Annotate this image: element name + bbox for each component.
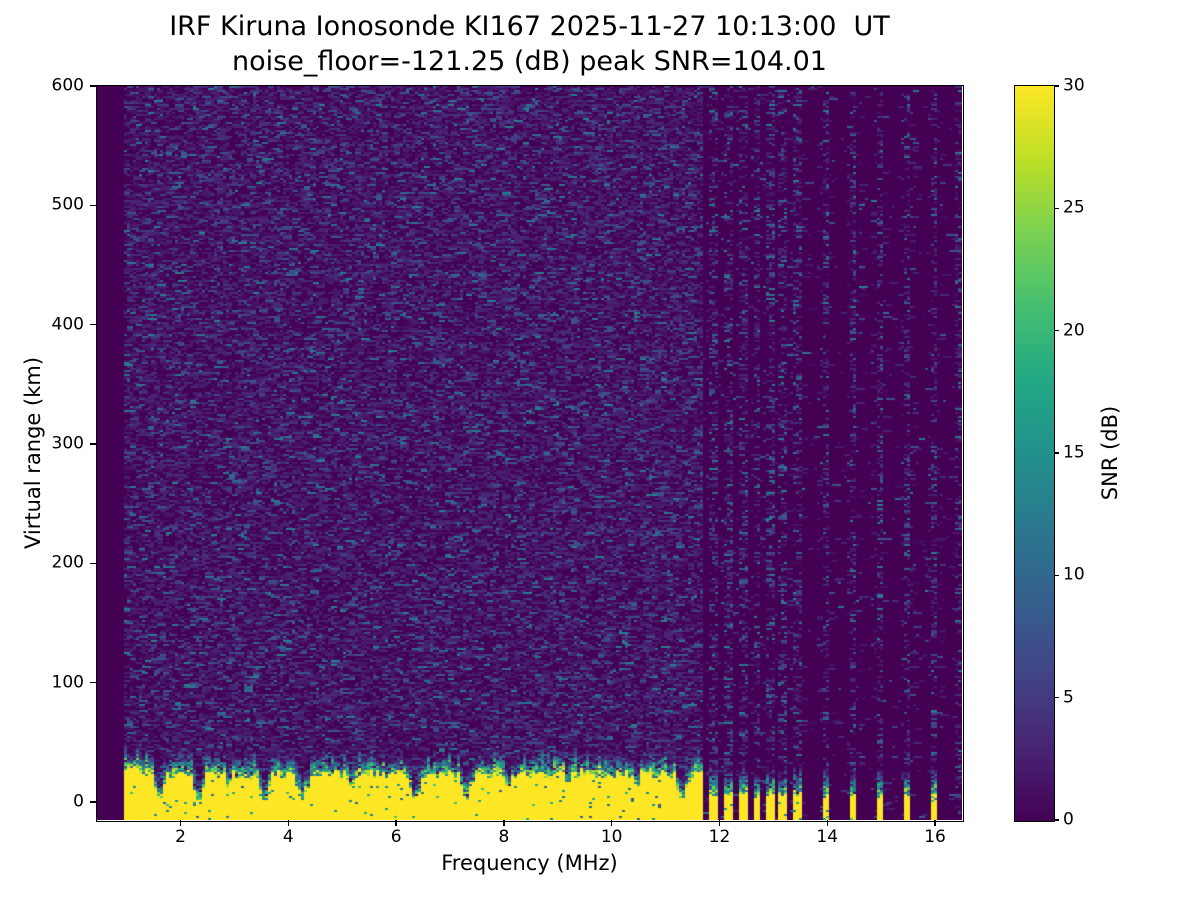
y-tick-label: 400 bbox=[51, 314, 84, 335]
x-axis-label: Frequency (MHz) bbox=[441, 851, 618, 875]
colorbar-tick-label: 0 bbox=[1063, 809, 1074, 830]
colorbar-tick-label: 30 bbox=[1063, 75, 1085, 96]
x-tick-label: 4 bbox=[282, 827, 294, 847]
colorbar-gradient bbox=[1013, 84, 1055, 822]
y-axis-label: Virtual range (km) bbox=[21, 356, 45, 550]
colorbar-tick-label: 20 bbox=[1063, 320, 1085, 341]
x-tick-label: 10 bbox=[600, 827, 623, 847]
x-tick-mark bbox=[503, 820, 505, 826]
y-tick-mark bbox=[90, 323, 97, 326]
x-tick-label: 2 bbox=[175, 827, 186, 847]
y-tick-mark bbox=[90, 801, 97, 803]
x-tick-label: 16 bbox=[924, 827, 946, 847]
colorbar-tick-label: 5 bbox=[1063, 687, 1074, 708]
colorbar-tick-label: 10 bbox=[1063, 564, 1085, 585]
y-tick-label: 0 bbox=[73, 791, 84, 812]
x-tick-mark bbox=[395, 820, 397, 826]
x-tick-mark bbox=[610, 820, 613, 826]
x-tick-mark bbox=[718, 820, 721, 826]
y-tick-mark bbox=[90, 85, 97, 87]
y-tick-mark bbox=[90, 443, 97, 445]
x-tick-label: 6 bbox=[390, 827, 402, 847]
colorbar-tick-label: 25 bbox=[1063, 197, 1085, 218]
x-tick-label: 12 bbox=[708, 827, 731, 847]
x-tick-label: 8 bbox=[498, 827, 510, 847]
x-tick-mark bbox=[179, 820, 182, 826]
x-tick-mark bbox=[934, 820, 936, 826]
chart-subtitle: noise_floor=-121.25 (dB) peak SNR=104.01 bbox=[232, 46, 827, 77]
x-tick-label: 14 bbox=[816, 827, 839, 847]
y-tick-label: 600 bbox=[51, 75, 84, 96]
x-tick-mark bbox=[287, 820, 290, 826]
chart-title: IRF Kiruna Ionosonde KI167 2025-11-27 10… bbox=[169, 11, 890, 42]
y-tick-label: 200 bbox=[51, 552, 84, 573]
colorbar-label: SNR (dB) bbox=[1098, 405, 1122, 501]
y-tick-label: 100 bbox=[51, 672, 84, 693]
y-tick-mark bbox=[90, 681, 97, 684]
y-tick-mark bbox=[90, 204, 97, 207]
x-tick-mark bbox=[826, 820, 828, 826]
colorbar-tick-label: 15 bbox=[1063, 442, 1085, 463]
y-tick-label: 500 bbox=[51, 194, 84, 215]
ionogram-heatmap bbox=[97, 86, 962, 820]
y-tick-mark bbox=[90, 562, 97, 565]
